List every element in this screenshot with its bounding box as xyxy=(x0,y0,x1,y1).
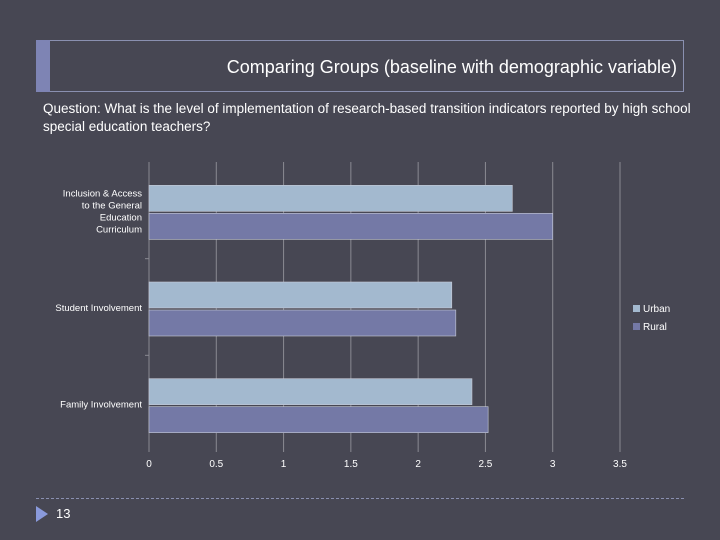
category-label: to the General xyxy=(82,200,142,211)
legend-swatch-urban xyxy=(633,305,640,312)
bar-rural xyxy=(148,406,489,433)
category-label: Family Involvement xyxy=(60,400,142,411)
x-tick-label: 1.5 xyxy=(344,459,358,470)
x-tick-label: 0.5 xyxy=(209,459,223,470)
x-tick-label: 1 xyxy=(281,459,287,470)
x-tick-label: 2.5 xyxy=(478,459,492,470)
x-tick-label: 3.5 xyxy=(613,459,627,470)
bar-urban xyxy=(148,185,513,212)
x-tick-label: 2 xyxy=(415,459,421,470)
x-tick-label: 3 xyxy=(550,459,556,470)
bar-rural xyxy=(148,309,457,337)
slide-arrow-icon xyxy=(36,506,48,522)
category-label: Inclusion & Access xyxy=(63,188,142,199)
bar-rural xyxy=(148,213,554,240)
legend-label-urban: Urban xyxy=(643,304,670,315)
slide-title: Comparing Groups (baseline with demograp… xyxy=(226,57,677,77)
legend-label-rural: Rural xyxy=(643,322,667,333)
bar-urban xyxy=(148,378,473,405)
footer-divider xyxy=(36,498,684,499)
category-label: Student Involvement xyxy=(55,303,142,314)
page-number: 13 xyxy=(56,506,71,521)
title-accent-bar xyxy=(36,40,50,92)
category-label: Education xyxy=(100,212,142,223)
legend-swatch-rural xyxy=(633,323,640,330)
bar-urban xyxy=(148,281,453,309)
question-text: Question: What is the level of implement… xyxy=(43,101,691,134)
category-label: Curriculum xyxy=(96,224,142,235)
x-tick-label: 0 xyxy=(146,459,152,470)
